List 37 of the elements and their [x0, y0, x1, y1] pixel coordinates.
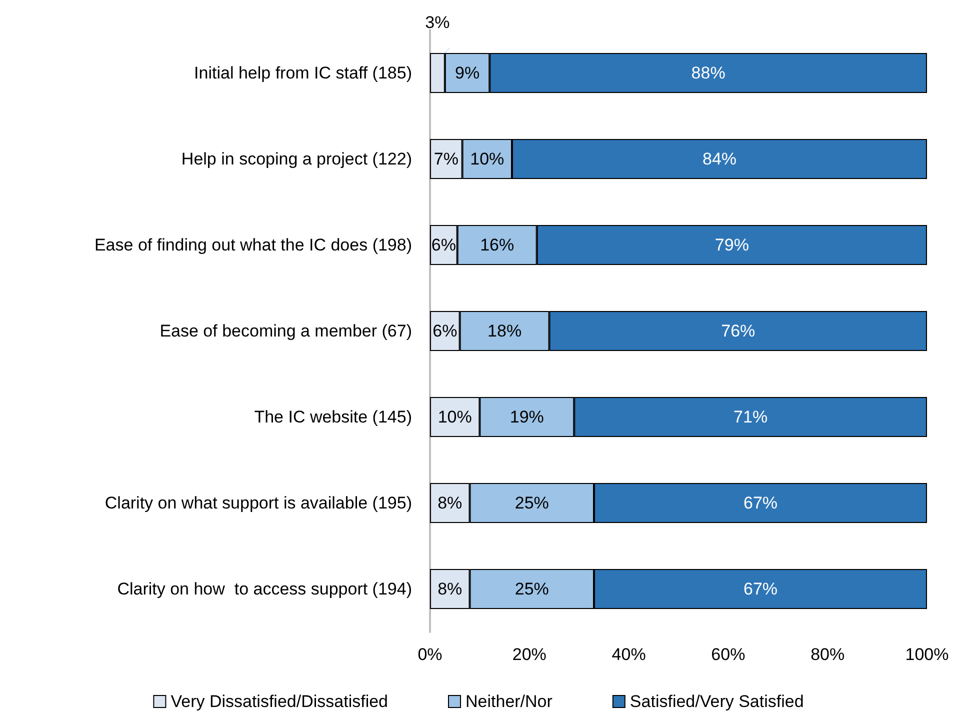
data-label: 6% [432, 322, 458, 340]
data-label: 18% [488, 322, 522, 340]
data-label: 6% [431, 236, 456, 254]
data-label: 8% [438, 580, 462, 598]
x-tick-label: 60% [711, 645, 746, 664]
data-label: 19% [510, 408, 544, 426]
x-tick-label: 80% [810, 645, 845, 664]
data-label: 88% [691, 64, 726, 82]
data-label: 8% [438, 494, 462, 512]
x-tick-label: 40% [612, 645, 646, 664]
data-label: 79% [714, 236, 749, 254]
data-label: 25% [514, 580, 549, 598]
y-tick-label: Clarity on what support is available (195) [104, 494, 412, 512]
data-label: 25% [514, 494, 549, 512]
data-label: 10% [438, 408, 472, 426]
data-label: 10% [470, 150, 504, 168]
legend-label: Satisfied/Very Satisfied [630, 692, 804, 711]
x-tick-label: 20% [512, 645, 546, 664]
y-tick-label: Help in scoping a project (122) [181, 150, 412, 168]
x-tick-label: 100% [905, 645, 949, 664]
data-label: 84% [702, 150, 737, 168]
legend-label: Very Dissatisfied/Dissatisfied [170, 692, 388, 711]
data-label: 67% [743, 494, 778, 512]
data-label: 76% [721, 322, 756, 340]
legend-label: Neither/Nor [466, 692, 553, 711]
data-label: 3% [425, 13, 450, 32]
data-label: 67% [743, 580, 778, 598]
y-tick-label: The IC website (145) [254, 408, 412, 426]
y-tick-label: Ease of becoming a member (67) [160, 322, 412, 340]
data-label: 16% [480, 236, 514, 254]
x-tick-label: 0% [418, 645, 442, 664]
data-label: 71% [734, 408, 768, 426]
y-tick-label: Clarity on how to access support (194) [117, 580, 412, 598]
data-label: 9% [454, 64, 480, 82]
y-tick-label: Ease of finding out what the IC does (198) [94, 236, 412, 254]
data-label: 7% [434, 150, 458, 168]
y-tick-label: Initial help from IC staff (185) [194, 64, 412, 82]
